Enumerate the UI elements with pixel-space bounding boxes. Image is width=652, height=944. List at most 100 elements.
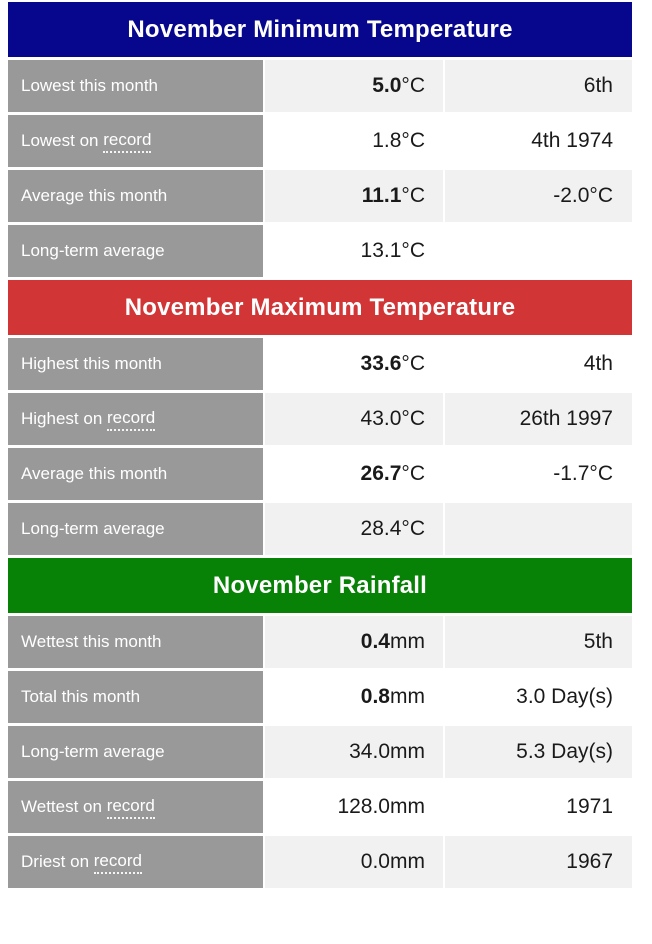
table-row: Average this month 11.1 °C -2.0°C xyxy=(8,170,632,222)
row-label: Average this month xyxy=(21,186,168,205)
value-number: 0.4 xyxy=(360,630,390,653)
detail-cell: 3.0 Day(s) xyxy=(445,671,632,723)
detail-cell: 4th 1974 xyxy=(445,115,632,167)
value-unit: °C xyxy=(401,517,425,540)
value-cell: 11.1 °C xyxy=(265,170,443,222)
table-row: Lowest this month 5.0 °C 6th xyxy=(8,60,632,112)
table-row: Wettest on record 128.0 mm 1971 xyxy=(8,781,632,833)
value-unit: °C xyxy=(401,74,425,97)
row-label-cell: Highest this month xyxy=(8,338,263,390)
row-label-cell: Wettest this month xyxy=(8,616,263,668)
detail-cell: 5.3 Day(s) xyxy=(445,726,632,778)
value-unit: mm xyxy=(390,740,425,763)
detail-text: 1967 xyxy=(566,850,613,873)
row-label: Wettest this month xyxy=(21,632,162,651)
detail-text: 3.0 Day(s) xyxy=(516,685,613,708)
row-label-cell: Driest on record xyxy=(8,836,263,888)
value-number: 11.1 xyxy=(361,184,402,207)
value-number: 0.0 xyxy=(360,850,390,873)
detail-cell: 26th 1997 xyxy=(445,393,632,445)
value-unit: mm xyxy=(390,850,425,873)
value-unit: °C xyxy=(401,462,425,485)
detail-text: -2.0°C xyxy=(553,184,613,207)
table-row: Highest on record 43.0 °C 26th 1997 xyxy=(8,393,632,445)
value-cell: 5.0 °C xyxy=(265,60,443,112)
row-label: Long-term average xyxy=(21,519,165,538)
value-cell: 0.8 mm xyxy=(265,671,443,723)
row-label: Highest on xyxy=(21,409,107,428)
value-unit: °C xyxy=(401,407,425,430)
row-label-cell: Long-term average xyxy=(8,225,263,277)
section-title-min-temp: November Minimum Temperature xyxy=(8,2,632,57)
detail-text: 4th 1974 xyxy=(531,129,613,152)
weather-stats-panel: November Minimum Temperature Lowest this… xyxy=(8,2,632,891)
value-cell: 34.0 mm xyxy=(265,726,443,778)
value-cell: 26.7 °C xyxy=(265,448,443,500)
record-term[interactable]: record xyxy=(106,796,155,819)
value-cell: 33.6 °C xyxy=(265,338,443,390)
row-label: Long-term average xyxy=(21,742,165,761)
row-label: Average this month xyxy=(21,464,168,483)
value-number: 128.0 xyxy=(337,795,390,818)
row-label-cell: Average this month xyxy=(8,170,263,222)
value-number: 43.0 xyxy=(360,407,402,430)
table-row: Long-term average 28.4 °C xyxy=(8,503,632,555)
table-row: Long-term average 13.1 °C xyxy=(8,225,632,277)
table-row: Average this month 26.7 °C -1.7°C xyxy=(8,448,632,500)
value-number: 26.7 xyxy=(360,462,402,485)
table-row: Long-term average 34.0 mm 5.3 Day(s) xyxy=(8,726,632,778)
detail-cell xyxy=(445,503,632,555)
value-number: 1.8 xyxy=(372,129,402,152)
value-cell: 1.8 °C xyxy=(265,115,443,167)
value-unit: °C xyxy=(401,129,425,152)
row-label-cell: Lowest on record xyxy=(8,115,263,167)
row-label: Lowest on xyxy=(21,131,104,150)
value-number: 33.6 xyxy=(360,352,402,375)
detail-cell xyxy=(445,225,632,277)
value-number: 28.4 xyxy=(360,517,402,540)
value-unit: °C xyxy=(401,239,425,262)
row-label-cell: Average this month xyxy=(8,448,263,500)
detail-cell: 4th xyxy=(445,338,632,390)
detail-cell: 6th xyxy=(445,60,632,112)
row-label-cell: Wettest on record xyxy=(8,781,263,833)
value-unit: °C xyxy=(401,184,425,207)
table-row: Lowest on record 1.8 °C 4th 1974 xyxy=(8,115,632,167)
row-label: Total this month xyxy=(21,687,141,706)
detail-text: -1.7°C xyxy=(553,462,613,485)
value-number: 34.0 xyxy=(349,740,390,763)
value-cell: 28.4 °C xyxy=(265,503,443,555)
value-unit: mm xyxy=(390,685,425,708)
detail-cell: 1971 xyxy=(445,781,632,833)
row-label: Lowest this month xyxy=(21,76,159,95)
record-term[interactable]: record xyxy=(107,408,156,431)
detail-text: 1971 xyxy=(566,795,613,818)
value-cell: 13.1 °C xyxy=(265,225,443,277)
value-unit: °C xyxy=(401,352,425,375)
detail-text: 4th xyxy=(583,352,613,375)
value-unit: mm xyxy=(390,795,425,818)
table-row: Highest this month 33.6 °C 4th xyxy=(8,338,632,390)
row-label-cell: Lowest this month xyxy=(8,60,263,112)
section-minimum-temperature: November Minimum Temperature Lowest this… xyxy=(8,2,632,277)
detail-cell: -2.0°C xyxy=(445,170,632,222)
row-label: Highest this month xyxy=(21,354,162,373)
detail-cell: 1967 xyxy=(445,836,632,888)
section-title-max-temp: November Maximum Temperature xyxy=(8,280,632,335)
value-number: 5.0 xyxy=(372,74,402,97)
row-label: Long-term average xyxy=(21,241,165,260)
detail-text: 6th xyxy=(583,74,613,97)
value-cell: 43.0 °C xyxy=(265,393,443,445)
value-unit: mm xyxy=(390,630,425,653)
detail-text: 5.3 Day(s) xyxy=(516,740,613,763)
row-label: Driest on xyxy=(21,852,94,871)
record-term[interactable]: record xyxy=(103,130,152,153)
value-number: 0.8 xyxy=(360,685,390,708)
detail-cell: -1.7°C xyxy=(445,448,632,500)
detail-cell: 5th xyxy=(445,616,632,668)
value-cell: 128.0 mm xyxy=(265,781,443,833)
detail-text: 26th 1997 xyxy=(519,407,613,430)
table-row: Driest on record 0.0 mm 1967 xyxy=(8,836,632,888)
table-row: Total this month 0.8 mm 3.0 Day(s) xyxy=(8,671,632,723)
record-term[interactable]: record xyxy=(93,851,142,874)
